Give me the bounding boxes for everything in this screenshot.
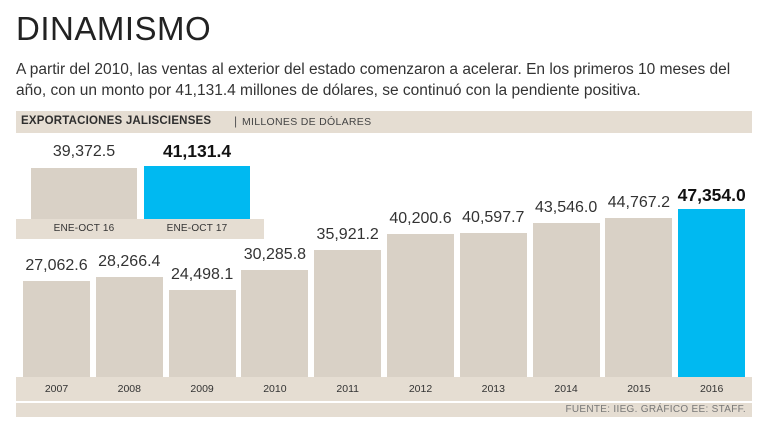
bar-2015: [605, 218, 673, 377]
source-credit: FUENTE: IIEG. GRÁFICO EE: STAFF.: [565, 404, 746, 415]
bar-2009: [168, 290, 236, 377]
bar-2013: [459, 232, 527, 377]
value-label-2013: 40,597.7: [462, 208, 525, 226]
x-tick-2016: 2016: [700, 383, 724, 395]
x-tick-2008: 2008: [117, 383, 141, 395]
x-tick-2014: 2014: [554, 383, 578, 395]
value-label-2007: 27,062.6: [25, 256, 88, 274]
inset-tick-ene-oct-16: ENE-OCT 16: [53, 223, 115, 234]
inset-axis-band: [16, 219, 264, 239]
chart-unit-label: MILLONES DE DÓLARES: [242, 116, 372, 128]
x-tick-2009: 2009: [190, 383, 214, 395]
bar-2012: [387, 234, 454, 377]
page-title: DINAMISMO: [16, 10, 212, 47]
bar-2010: [241, 269, 309, 377]
inset-value-label-ene-oct-17: 41,131.4: [162, 141, 232, 161]
inset-value-label-ene-oct-16: 39,372.5: [52, 143, 116, 161]
value-label-2015: 44,767.2: [607, 194, 671, 212]
x-tick-2007: 2007: [44, 383, 69, 395]
value-label-2008: 28,266.4: [98, 252, 161, 270]
bar-2007: [23, 280, 90, 377]
inset-bar-ene-oct-16: [31, 168, 137, 219]
footer-band: [16, 403, 752, 417]
bar-2014: [532, 222, 600, 377]
inset-tick-ene-oct-17: ENE-OCT 17: [166, 223, 228, 234]
header-separator: |: [234, 114, 238, 128]
value-label-2012: 40,200.6: [389, 210, 452, 228]
inset-bar-ene-oct-17: [144, 166, 250, 219]
chart-header-band: EXPORTACIONES JALISCIENSES | MILLONES DE…: [16, 111, 752, 133]
value-label-2009: 24,498.1: [170, 266, 234, 284]
bar-2011: [314, 249, 382, 377]
x-tick-2011: 2011: [336, 383, 359, 395]
intro-text: A partir del 2010, las ventas al exterio…: [16, 61, 731, 99]
value-label-2011: 35,921.2: [316, 225, 379, 243]
x-tick-2015: 2015: [627, 383, 651, 395]
x-tick-2012: 2012: [408, 383, 433, 395]
x-tick-2010: 2010: [263, 383, 287, 395]
value-label-2010: 30,285.8: [243, 245, 307, 263]
bar-2016: [678, 209, 746, 377]
chart-title: EXPORTACIONES JALISCIENSES: [21, 115, 212, 127]
x-axis-band: [16, 377, 752, 401]
value-label-2016: 47,354.0: [677, 185, 746, 205]
value-label-2014: 43,546.0: [534, 198, 598, 216]
x-tick-2013: 2013: [481, 383, 505, 395]
bar-2008: [95, 276, 163, 377]
